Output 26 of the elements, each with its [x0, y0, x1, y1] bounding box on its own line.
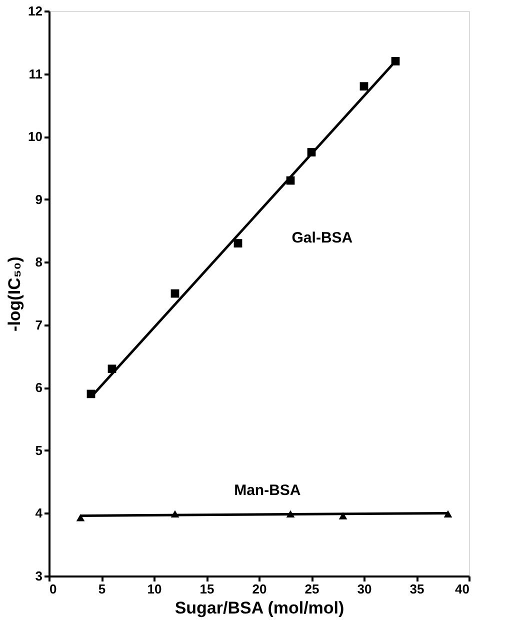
y-tick-label: 5 — [35, 442, 42, 458]
y-tick-label: 7 — [35, 317, 42, 332]
x-tick-label: 30 — [357, 582, 372, 596]
y-tick-label: 10 — [28, 129, 42, 144]
x-axis-title: Sugar/BSA (mol/mol) — [174, 598, 344, 618]
y-tick-label: 3 — [35, 568, 42, 584]
x-tick-label: 5 — [98, 582, 106, 596]
series-label: Man-BSA — [234, 482, 301, 499]
point — [360, 82, 368, 91]
x-tick-label: 25 — [304, 582, 320, 596]
x-tick-label: 35 — [410, 582, 424, 596]
x-tick-label: 15 — [200, 582, 214, 596]
y-tick-label: 4 — [35, 506, 44, 521]
text: Gal-BSA — [292, 229, 353, 246]
y-tick-label: 9 — [35, 192, 42, 207]
x-tick-label: 10 — [147, 582, 162, 596]
y-tick-label: 12 — [28, 4, 42, 18]
y-tick-label: 6 — [35, 380, 42, 396]
x-tick-label: 40 — [455, 582, 470, 596]
x-tick-label: 0 — [50, 582, 57, 596]
y-tick-label: 8 — [35, 254, 42, 270]
x-tick-label: 20 — [252, 582, 267, 596]
y-axis-title: -log(IC₅₀) — [5, 256, 24, 332]
y-tick-label: 11 — [28, 66, 42, 82]
point — [170, 289, 180, 298]
point — [234, 239, 242, 248]
